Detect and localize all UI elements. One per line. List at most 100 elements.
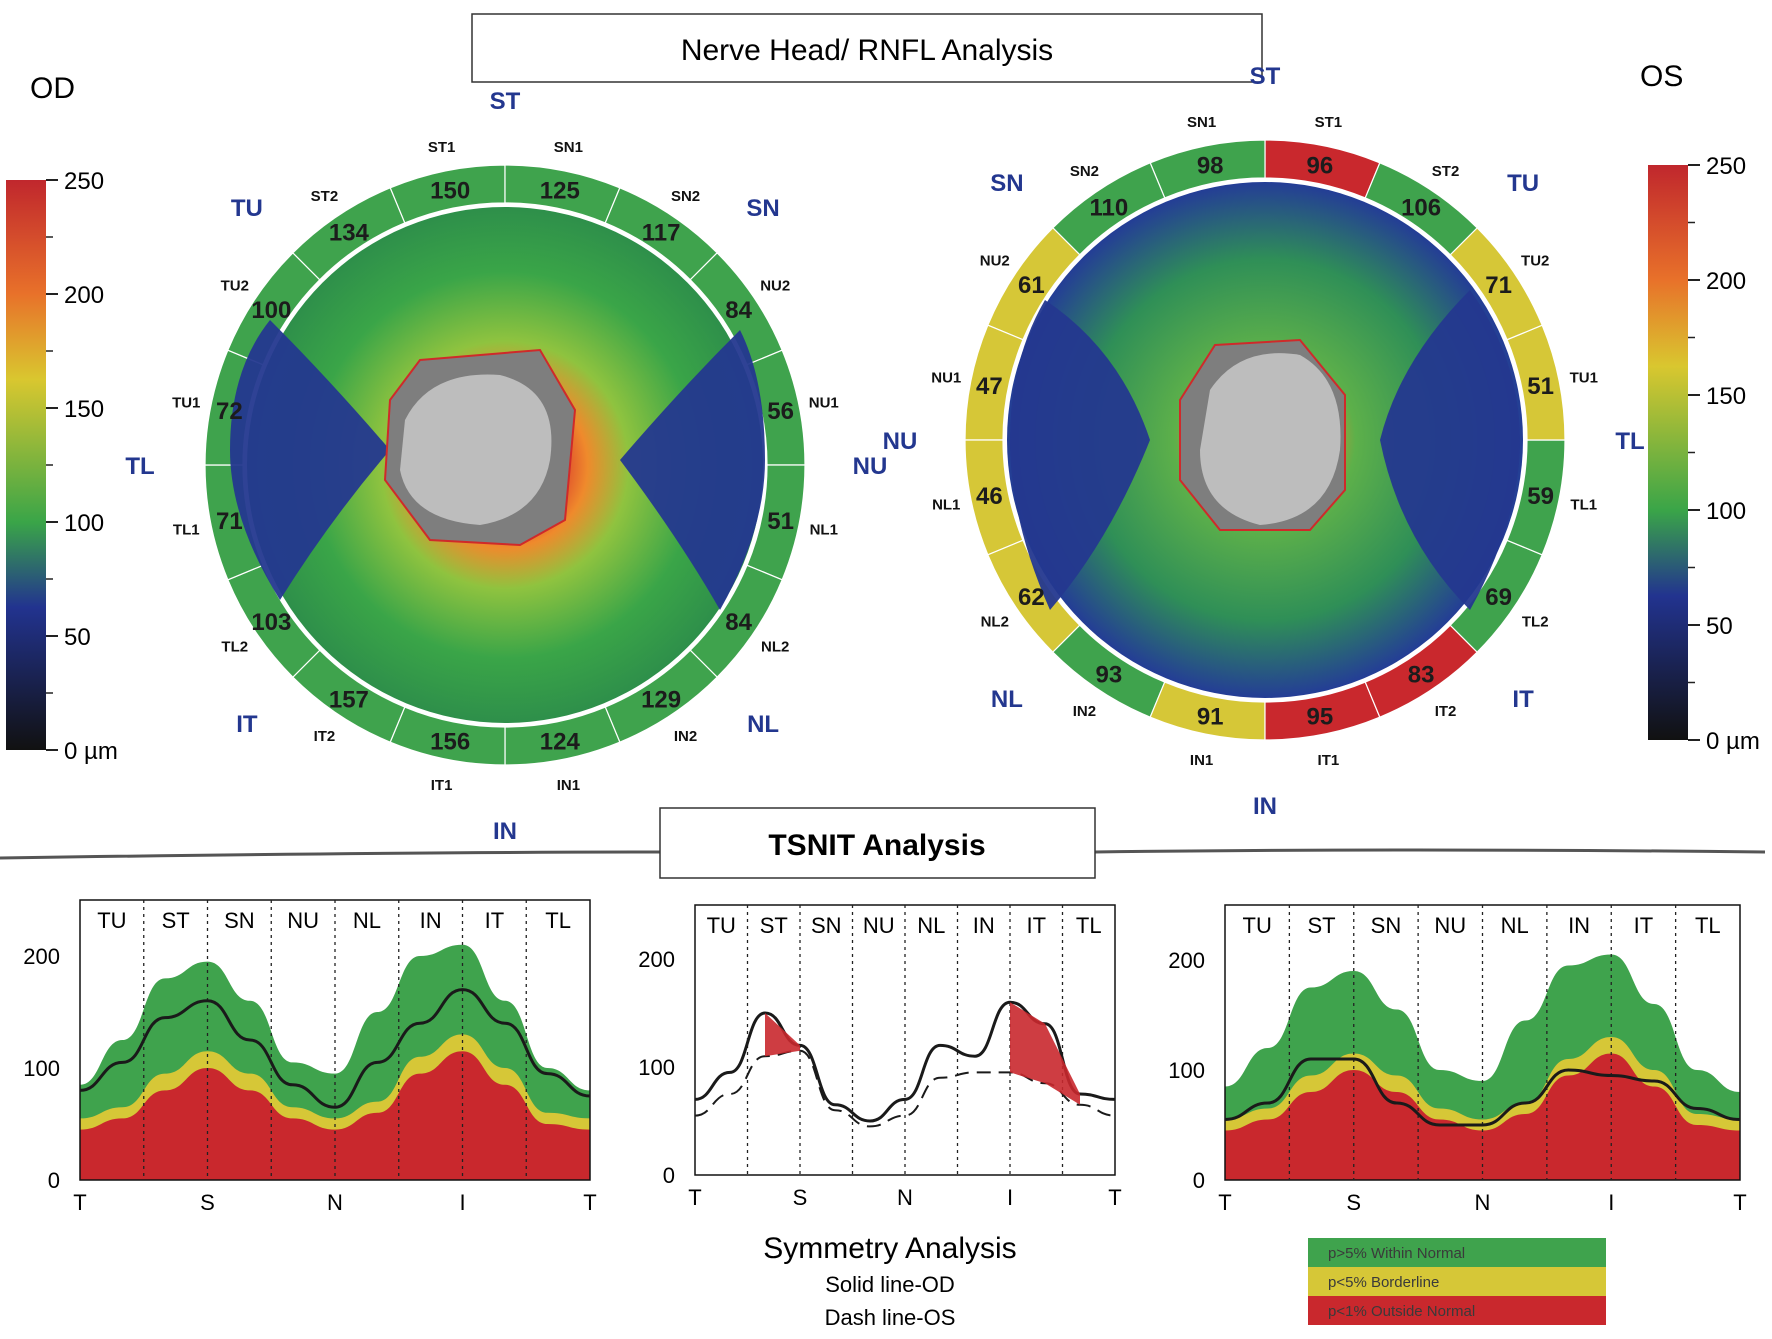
legend-swatch [1308,1267,1606,1296]
sector-value: 110 [1090,194,1129,221]
quadrant-label: NU [883,428,918,455]
y-tick-label: 100 [1168,1058,1205,1083]
sector-value: 51 [767,508,794,535]
sector-label: IN [973,913,995,938]
sector-label: TU [97,908,126,933]
legend-swatch [1308,1238,1606,1267]
sector-code: SN1 [554,139,583,156]
sector-code: IN2 [1073,703,1096,720]
sector-value: 125 [540,177,580,204]
sector-value: 100 [251,297,291,324]
sector-code: NU2 [760,277,790,294]
asymmetry-fill [1010,1002,1045,1084]
series-line-os [694,1049,1116,1128]
od-sector-labels: 150 ST1 125 SN1 117 SN2 84 NU2 56 NU1 51 NL1 84 NL2 12… [172,139,839,794]
sector-value: 93 [1096,662,1123,689]
sector-code: TL1 [173,521,200,538]
x-tick-label: T [1733,1190,1746,1215]
band-outside-normal [1225,1053,1740,1180]
sector-label: ST [162,908,190,933]
od-optic-disc [400,374,552,525]
y-tick-label: 200 [1168,948,1205,973]
sector-code: IT2 [1435,703,1457,720]
sector-label: NU [287,908,319,933]
colorbar-tick-label: 50 [64,624,91,651]
sector-value: 95 [1306,704,1333,731]
sector-label: IT [485,908,505,933]
quadrant-label: SN [990,170,1023,197]
sector-label: SN [811,913,842,938]
sector-code: SN2 [1070,163,1099,180]
os-optic-disc [1200,353,1341,525]
tsnit-title-box [659,807,1096,879]
sector-code: NU2 [980,252,1010,269]
page-title: Nerve Head/ RNFL Analysis [681,34,1053,67]
sector-code: SN1 [1187,114,1216,131]
os-sector-ring [964,139,1566,741]
x-tick-label: I [1007,1185,1013,1210]
colorbar-tick-label: 200 [64,282,104,309]
sector-code: IT1 [431,777,453,794]
sector-code: NL1 [932,496,960,513]
sector-value: 51 [1527,373,1554,400]
sector-value: 62 [1018,584,1045,611]
sector-label: IT [1026,913,1046,938]
sector-code: NL2 [761,639,789,656]
sector-value: 56 [767,398,794,425]
sector-code: NU1 [809,395,839,412]
colorbar-tick-label: 250 [64,168,104,195]
sector-value: 69 [1485,584,1512,611]
quadrant-label: NU [853,453,888,480]
x-tick-label: T [1218,1190,1231,1215]
quadrant-label: SN [746,195,779,222]
x-tick-label: I [459,1190,465,1215]
sector-value: 91 [1197,704,1224,731]
x-tick-label: N [1475,1190,1491,1215]
sector-code: ST2 [1432,163,1460,180]
sector-label: TL [1076,913,1102,938]
quadrant-label: IN [493,818,517,845]
asymmetry-fill [765,1013,800,1057]
y-tick-label: 0 [48,1168,60,1193]
sector-value: 124 [540,729,581,756]
x-tick-label: I [1608,1190,1614,1215]
sector-label: NL [917,913,945,938]
os-quadrant-labels: ST SN NU NL IN IT TL TU [883,63,1645,820]
colorbar-tick-label: 150 [64,396,104,423]
quadrant-label: NL [991,686,1023,713]
quadrant-label: ST [490,88,521,115]
symmetry-title: Symmetry Analysis [763,1232,1016,1265]
colorbar-tick-label: 100 [1706,498,1746,525]
sector-code: NL1 [810,521,838,538]
y-tick-label: 0 [663,1163,675,1188]
quadrant-label: TL [125,453,154,480]
os-temporal-thin-zone [1380,290,1520,610]
sector-value: 47 [976,373,1003,400]
sector-code: IN1 [557,777,580,794]
quadrant-label: NL [747,711,779,738]
od-colorbar [6,180,46,750]
legend-label: p>5% Within Normal [1328,1245,1465,1262]
sector-value: 129 [641,687,681,714]
sector-code: ST1 [428,139,456,156]
sector-label: IN [420,908,442,933]
sector-code: TL2 [221,639,248,656]
symmetry-note-solid: Solid line-OD [825,1272,955,1297]
tsnit-title: TSNIT Analysis [768,829,985,862]
sector-label: NU [1434,913,1466,938]
colorbar-tick-label: 200 [1706,268,1746,295]
sector-value: 98 [1197,152,1224,179]
sector-value: 134 [329,219,370,246]
colorbar-tick-label: 100 [64,510,104,537]
quadrant-label: ST [1250,63,1281,90]
sector-value: 157 [329,687,369,714]
quadrant-label: IT [1512,686,1534,713]
sector-code: IT1 [1318,752,1340,769]
asymmetry-fill [1045,1023,1080,1105]
quadrant-label: TU [231,195,263,222]
colorbar-tick-label: 150 [1706,383,1746,410]
